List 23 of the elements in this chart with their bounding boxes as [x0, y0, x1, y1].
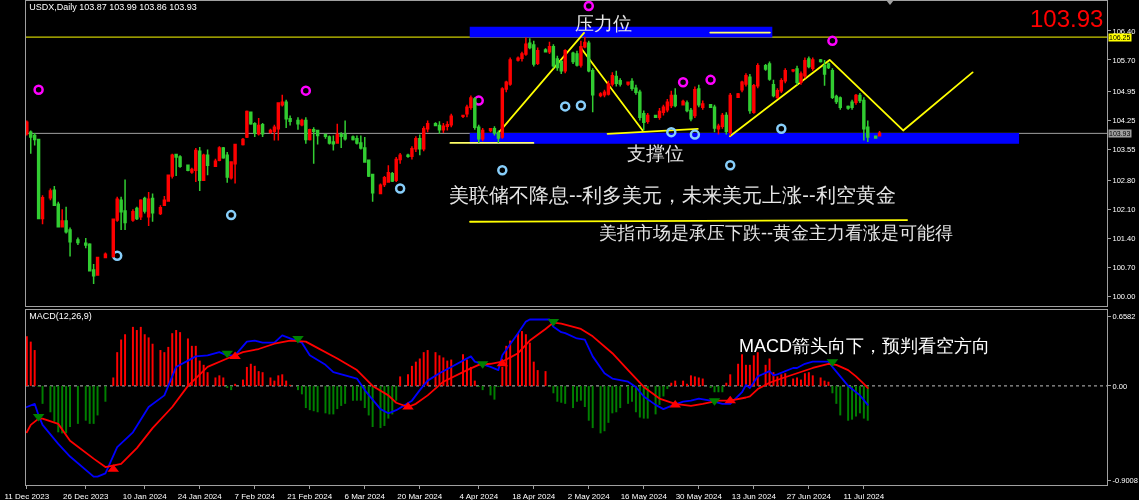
annotation: 103.93	[1030, 5, 1104, 32]
x-tick-label: 13 Jun 2024	[731, 491, 777, 500]
x-tick-label: 18 Apr 2024	[512, 491, 556, 500]
x-tick-label: 30 May 2024	[675, 491, 723, 500]
x-tick-label: 11 Dec 2023	[4, 491, 50, 500]
x-tick-label: 21 Feb 2024	[287, 491, 333, 500]
annotation: 美联储不降息--利多美元，未来美元上涨--利空黄金	[449, 184, 896, 206]
x-tick-label: 16 May 2024	[620, 491, 668, 500]
x-tick-label: 26 Dec 2023	[63, 491, 109, 500]
annotation: 支撑位	[627, 143, 684, 164]
chart-title: USDX,Daily 103.87 103.99 103.86 103.93	[29, 2, 197, 13]
x-tick-label: 4 Apr 2024	[459, 491, 499, 500]
annotation: MACD箭头向下，预判看空方向	[739, 336, 990, 356]
annotation: 美指市场是承压下跌--黄金主力看涨是可能得	[599, 223, 953, 243]
x-tick-label: 6 Mar 2024	[344, 491, 386, 500]
x-tick-label: 24 Jan 2024	[177, 491, 223, 500]
x-tick-label: 10 Jan 2024	[122, 491, 168, 500]
x-tick-label: 20 Mar 2024	[397, 491, 443, 500]
x-tick-label: 27 Jun 2024	[786, 491, 832, 500]
x-tick-label: 2 May 2024	[567, 491, 611, 500]
x-tick-label: 11 Jul 2024	[843, 491, 885, 500]
x-tick-label: 7 Feb 2024	[234, 491, 276, 500]
chart-title: MACD(12,26,9)	[29, 311, 92, 322]
